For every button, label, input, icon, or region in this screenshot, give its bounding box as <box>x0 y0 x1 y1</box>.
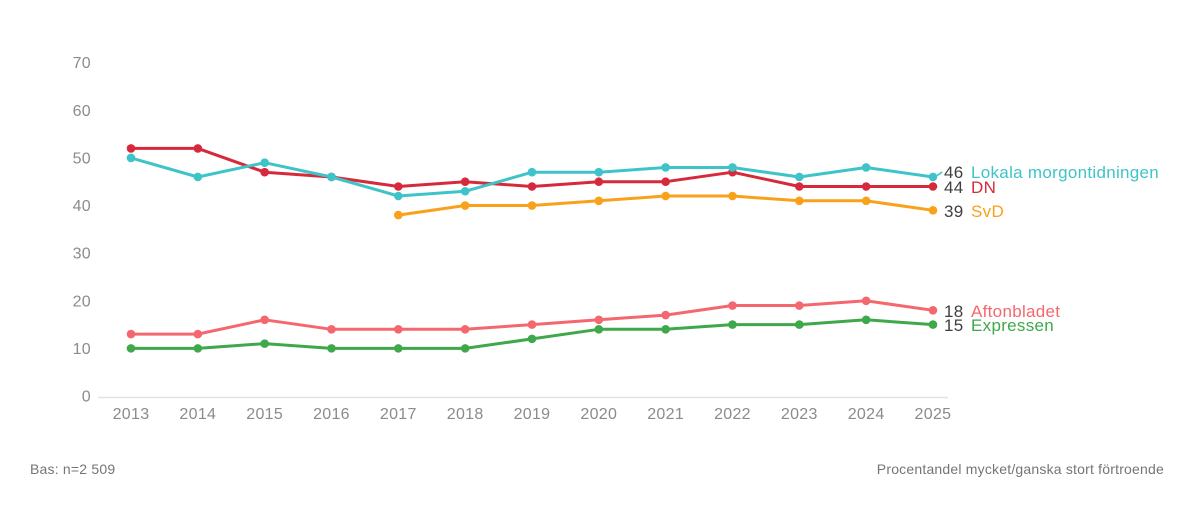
label-connector <box>936 171 943 177</box>
data-point <box>795 320 804 329</box>
x-tick-label: 2017 <box>380 406 417 423</box>
data-point <box>394 191 403 201</box>
data-point <box>795 196 804 206</box>
data-point <box>594 167 604 177</box>
data-point <box>527 320 537 329</box>
data-point <box>193 329 203 339</box>
x-tick-label: 2015 <box>246 406 283 423</box>
series-end-label: DN <box>971 178 996 197</box>
data-point <box>728 301 737 310</box>
series-end-label: Aftonbladet <box>971 302 1060 321</box>
data-point <box>661 310 670 320</box>
data-point <box>327 172 336 182</box>
data-point <box>126 144 136 153</box>
data-point <box>861 163 871 172</box>
series-end-label: Lokala morgontidningen <box>971 163 1159 182</box>
data-point <box>928 182 938 191</box>
data-point <box>728 163 737 172</box>
y-tick-label: 60 <box>73 103 91 120</box>
data-point <box>861 315 871 325</box>
series-end-label: SvD <box>971 202 1004 221</box>
y-tick-label: 10 <box>73 341 91 358</box>
data-point <box>193 144 203 153</box>
data-point <box>728 191 737 201</box>
x-tick-label: 2014 <box>179 406 216 423</box>
y-tick-label: 50 <box>73 150 91 167</box>
data-point <box>460 325 470 334</box>
x-tick-label: 2023 <box>781 406 818 423</box>
measure-note: Procentandel mycket/ganska stort förtroe… <box>876 461 1164 477</box>
data-point <box>795 301 804 310</box>
data-point <box>594 196 604 206</box>
data-point <box>460 186 470 196</box>
data-point <box>861 296 871 306</box>
data-point <box>928 172 938 182</box>
y-tick-label: 30 <box>73 246 91 263</box>
data-point <box>527 167 537 177</box>
x-tick-label: 2019 <box>514 406 551 423</box>
x-tick-label: 2024 <box>848 406 885 423</box>
data-point <box>594 177 604 187</box>
series-end-value: 44 <box>944 178 964 197</box>
data-point <box>527 201 537 210</box>
x-tick-label: 2025 <box>915 406 952 423</box>
series-line-aftonbladet <box>129 299 935 336</box>
y-tick-label: 20 <box>73 293 91 310</box>
data-point <box>394 325 403 334</box>
series-end-value: 46 <box>944 163 964 182</box>
data-point <box>394 182 403 191</box>
data-point <box>126 153 136 163</box>
data-point <box>193 172 203 182</box>
data-point <box>193 344 203 353</box>
data-point <box>795 182 804 191</box>
data-point <box>260 339 269 348</box>
data-point <box>661 191 670 201</box>
data-point <box>327 325 336 334</box>
x-tick-label: 2020 <box>580 406 617 423</box>
data-point <box>394 210 403 220</box>
data-point <box>661 163 670 172</box>
series-line-dn <box>129 146 935 188</box>
data-point <box>928 305 938 315</box>
data-point <box>126 329 136 339</box>
y-tick-label: 0 <box>82 389 91 406</box>
y-tick-label: 40 <box>73 198 91 215</box>
data-point <box>661 325 670 334</box>
data-point <box>661 177 670 187</box>
series-end-value: 39 <box>944 202 964 221</box>
data-point <box>861 196 871 206</box>
x-tick-label: 2021 <box>647 406 684 423</box>
data-point <box>594 315 604 325</box>
data-point <box>928 206 938 215</box>
x-tick-label: 2013 <box>113 406 150 423</box>
data-point <box>460 344 470 353</box>
y-tick-label: 70 <box>73 55 91 72</box>
data-point <box>260 167 269 177</box>
data-point <box>861 182 871 191</box>
data-point <box>728 320 737 329</box>
data-point <box>260 158 269 167</box>
x-tick-label: 2018 <box>447 406 484 423</box>
data-point <box>327 344 336 353</box>
series-end-label: Expressen <box>971 316 1054 335</box>
data-point <box>460 201 470 210</box>
data-point <box>594 325 604 334</box>
data-point <box>795 172 804 182</box>
series-end-value: 18 <box>944 302 964 321</box>
x-tick-label: 2022 <box>714 406 751 423</box>
data-point <box>460 177 470 187</box>
data-point <box>126 344 136 353</box>
data-point <box>260 315 269 325</box>
base-note: Bas: n=2 509 <box>30 461 116 477</box>
data-point <box>527 334 537 344</box>
data-point <box>394 344 403 353</box>
data-point <box>527 182 537 191</box>
data-point <box>928 320 938 329</box>
series-end-value: 15 <box>944 316 964 335</box>
x-tick-label: 2016 <box>313 406 350 423</box>
